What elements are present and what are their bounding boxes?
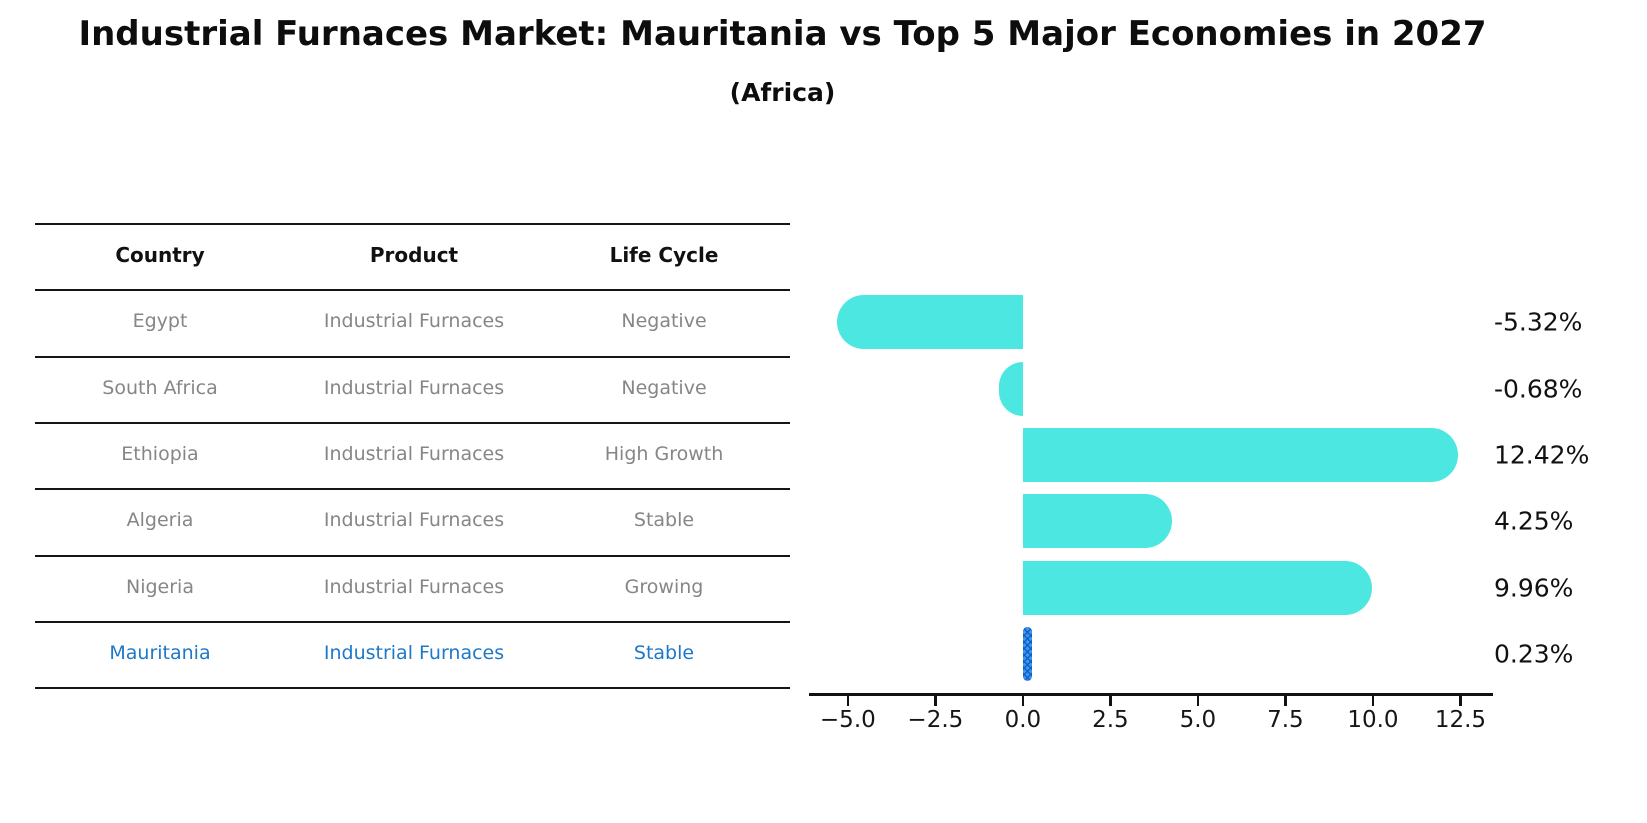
table-divider bbox=[35, 355, 790, 358]
x-axis-tick-label: 12.5 bbox=[1434, 707, 1487, 733]
bar-ethiopia bbox=[1022, 428, 1458, 483]
table-cell-country: Algeria bbox=[126, 509, 194, 532]
table-cell-product: Industrial Furnaces bbox=[323, 642, 505, 665]
x-axis-tick-label: 7.5 bbox=[1267, 707, 1304, 733]
x-axis-tick-label: −2.5 bbox=[907, 707, 964, 733]
table-cell-product: Industrial Furnaces bbox=[323, 310, 505, 333]
x-axis-tick bbox=[1284, 696, 1287, 706]
table-divider bbox=[35, 223, 790, 225]
table-cell-product: Industrial Furnaces bbox=[323, 443, 505, 466]
table-header-product: Product bbox=[369, 243, 459, 268]
bar-egypt bbox=[836, 295, 1023, 350]
table-cell-country: Egypt bbox=[132, 310, 188, 333]
x-axis-tick-label: 5.0 bbox=[1179, 707, 1217, 733]
value-label: -5.32% bbox=[1494, 307, 1583, 337]
table-cell-life_cycle: Stable bbox=[633, 642, 695, 665]
x-axis-tick bbox=[1021, 696, 1025, 706]
table-divider bbox=[35, 421, 790, 424]
table-divider bbox=[35, 687, 790, 690]
table-cell-product: Industrial Furnaces bbox=[323, 376, 505, 399]
table-cell-product: Industrial Furnaces bbox=[323, 509, 505, 532]
bar-mauritania bbox=[1022, 627, 1032, 682]
chart-subtitle: (Africa) bbox=[729, 78, 836, 107]
x-axis-tick-label: 10.0 bbox=[1347, 707, 1399, 733]
table-cell-country: South Africa bbox=[102, 376, 218, 399]
table-cell-life_cycle: Stable bbox=[633, 509, 695, 532]
table-divider bbox=[35, 620, 790, 623]
table-divider bbox=[35, 554, 790, 557]
bar-nigeria bbox=[1022, 560, 1372, 615]
x-axis-tick bbox=[1109, 696, 1112, 706]
table-cell-product: Industrial Furnaces bbox=[323, 575, 505, 598]
x-axis-tick bbox=[1196, 696, 1200, 706]
x-axis-tick-label: 2.5 bbox=[1092, 707, 1129, 733]
table-cell-life_cycle: Negative bbox=[621, 376, 707, 399]
value-label: 0.23% bbox=[1494, 639, 1574, 669]
value-label: -0.68% bbox=[1494, 374, 1583, 404]
table-divider bbox=[35, 289, 790, 292]
chart-title: Industrial Furnaces Market: Mauritania v… bbox=[78, 14, 1487, 54]
table-cell-country: Ethiopia bbox=[121, 443, 199, 466]
x-axis-tick-label: −5.0 bbox=[819, 707, 876, 733]
value-label: 9.96% bbox=[1494, 573, 1574, 603]
x-axis-tick bbox=[1371, 696, 1375, 706]
x-axis-tick bbox=[1459, 696, 1462, 706]
bar-south-africa bbox=[999, 361, 1023, 416]
x-axis-line bbox=[809, 693, 1493, 696]
table-cell-life_cycle: Negative bbox=[621, 310, 707, 333]
x-axis-tick bbox=[934, 696, 937, 706]
table-cell-life_cycle: Growing bbox=[624, 575, 704, 598]
bar-algeria bbox=[1022, 494, 1172, 549]
table-header-life_cycle: Life Cycle bbox=[609, 243, 719, 268]
table-header-country: Country bbox=[115, 243, 205, 268]
value-label: 12.42% bbox=[1494, 440, 1590, 470]
x-axis-tick-label: 0.0 bbox=[1004, 707, 1042, 733]
table-cell-country: Mauritania bbox=[109, 642, 211, 665]
table-cell-life_cycle: High Growth bbox=[604, 443, 724, 466]
table-cell-country: Nigeria bbox=[126, 575, 194, 598]
x-axis-tick bbox=[846, 696, 850, 706]
table-divider bbox=[35, 488, 790, 491]
value-label: 4.25% bbox=[1494, 506, 1574, 536]
